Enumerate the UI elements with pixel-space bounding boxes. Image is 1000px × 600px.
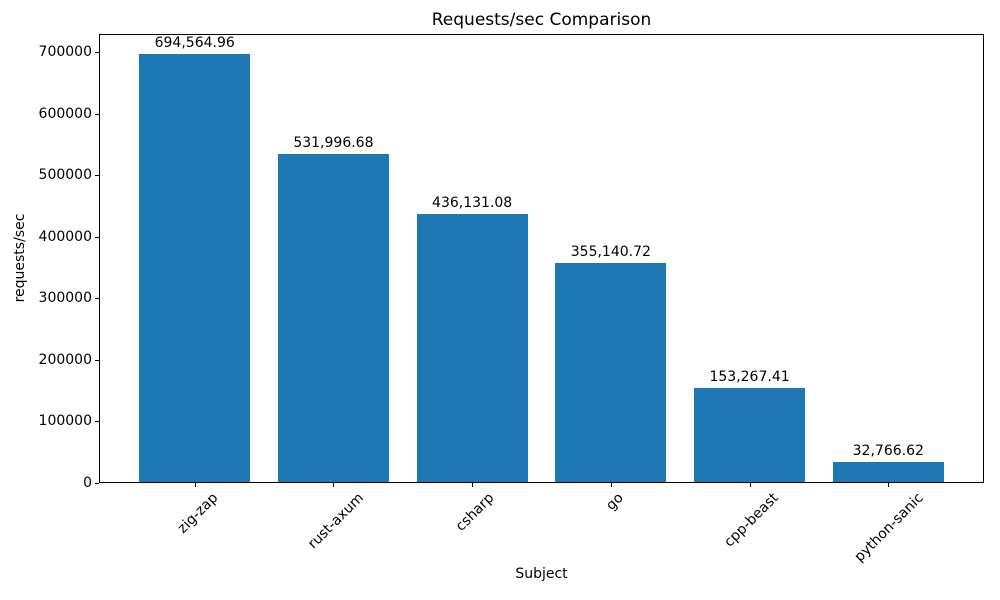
x-tick-mark	[472, 483, 474, 487]
bar-value-label: 436,131.08	[432, 194, 513, 211]
x-tick-label: zig-zap	[174, 490, 222, 537]
y-tick-label: 400000	[38, 228, 92, 245]
x-tick-mark	[194, 483, 196, 487]
x-tick-mark	[610, 483, 612, 487]
y-tick-mark	[95, 359, 99, 361]
bar	[555, 263, 667, 482]
x-tick-label: go	[603, 490, 628, 514]
y-axis-label: requests/sec	[12, 213, 28, 303]
y-tick-mark	[95, 298, 99, 300]
plot-area: 694,564.96 531,996.68 436,131.08 355,140.72…	[99, 34, 984, 483]
x-tick-label: rust-axum	[304, 490, 367, 553]
x-tick-label: csharp	[452, 490, 498, 535]
bar	[694, 387, 806, 482]
bar	[416, 213, 528, 482]
bar	[832, 461, 944, 482]
y-tick-label: 200000	[38, 351, 92, 368]
x-tick-label: cpp-beast	[721, 490, 782, 551]
x-tick-mark	[888, 483, 890, 487]
y-tick-label: 500000	[38, 167, 92, 184]
x-tick-mark	[749, 483, 751, 487]
chart-title: Requests/sec Comparison	[431, 10, 652, 30]
x-tick-label: python-sanic	[851, 490, 927, 566]
x-tick-mark	[333, 483, 335, 487]
y-tick-label: 100000	[38, 413, 92, 430]
bar-value-label: 153,267.41	[709, 368, 790, 385]
x-axis-label: Subject	[515, 566, 568, 582]
bar	[277, 154, 389, 482]
bar-value-label: 531,996.68	[293, 135, 374, 152]
y-tick-mark	[95, 175, 99, 177]
y-tick-label: 700000	[38, 44, 92, 61]
y-tick-mark	[95, 52, 99, 54]
bar-value-label: 694,564.96	[154, 35, 235, 52]
y-tick-label: 300000	[38, 290, 92, 307]
y-tick-label: 600000	[38, 105, 92, 122]
y-tick-label: 0	[83, 475, 92, 491]
y-tick-mark	[95, 483, 99, 484]
bar-value-label: 355,140.72	[570, 244, 651, 261]
bar-value-label: 32,766.62	[852, 442, 924, 459]
bar	[139, 54, 251, 482]
y-tick-mark	[95, 421, 99, 423]
y-tick-mark	[95, 113, 99, 115]
y-tick-mark	[95, 236, 99, 238]
